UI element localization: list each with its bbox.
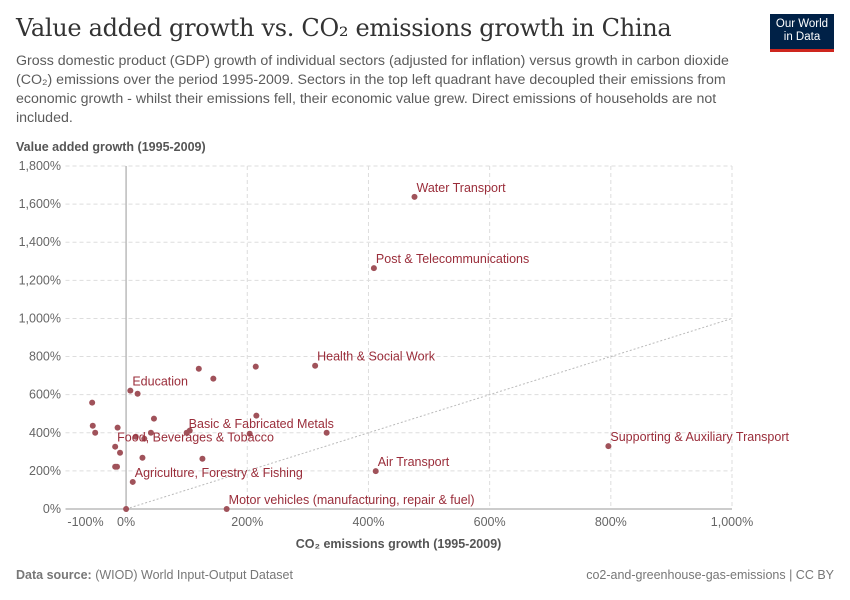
data-point — [89, 422, 96, 429]
point-label: Food, Beverages & Tobacco — [117, 431, 274, 445]
point-label: Basic & Fabricated Metals — [189, 417, 334, 431]
y-axis-label: Value added growth (1995-2009) — [16, 140, 206, 154]
x-tick-label: 400% — [352, 515, 384, 529]
chart-title: Value added growth vs. CO₂ emissions gro… — [16, 14, 672, 42]
data-point — [134, 390, 141, 397]
x-tick-label: 600% — [474, 515, 506, 529]
data-point — [210, 375, 217, 382]
y-tick-label: 800% — [29, 350, 61, 364]
point-label: Air Transport — [378, 455, 450, 469]
data-point — [141, 435, 148, 442]
data-point — [323, 429, 330, 436]
point-label: Post & Telecommunications — [376, 252, 529, 266]
data-point — [147, 429, 154, 436]
data-point — [132, 433, 139, 440]
point-label: Agriculture, Forestry & Fishing — [135, 466, 303, 480]
data-point — [89, 399, 96, 406]
data-point — [139, 454, 146, 461]
data-point — [92, 429, 99, 436]
y-tick-label: 1,600% — [19, 197, 61, 211]
y-tick-label: 600% — [29, 388, 61, 402]
data-source: Data source: (WIOD) World Input-Output D… — [16, 568, 293, 582]
y-tick-label: 1,400% — [19, 235, 61, 249]
data-point — [370, 265, 377, 272]
data-point — [114, 424, 121, 431]
data-point — [129, 478, 136, 485]
x-tick-label: 200% — [231, 515, 263, 529]
data-point — [117, 449, 124, 456]
y-tick-label: 0% — [43, 502, 61, 516]
data-point — [605, 443, 612, 450]
point-label: Education — [132, 375, 188, 389]
data-point — [195, 365, 202, 372]
data-point — [123, 506, 130, 512]
point-label: Supporting & Auxiliary Transport — [610, 430, 789, 444]
data-source-text[interactable]: (WIOD) World Input-Output Dataset — [95, 568, 293, 582]
y-tick-label: 400% — [29, 426, 61, 440]
chart-subtitle: Gross domestic product (GDP) growth of i… — [16, 53, 729, 126]
y-tick-label: 200% — [29, 464, 61, 478]
y-tick-label: 1,200% — [19, 273, 61, 287]
x-tick-label: 0% — [117, 515, 135, 529]
data-point — [246, 430, 253, 437]
data-point — [112, 443, 119, 450]
data-source-label: Data source: — [16, 568, 92, 582]
data-point — [411, 193, 418, 200]
footer-slug[interactable]: co2-and-greenhouse-gas-emissions | CC BY — [586, 568, 834, 582]
data-point — [253, 412, 260, 419]
data-point — [186, 427, 193, 434]
reference-line-y-equals-x — [125, 317, 733, 510]
point-label: Health & Social Work — [317, 350, 436, 364]
data-point — [312, 362, 319, 369]
data-point — [150, 415, 157, 422]
data-point — [372, 468, 379, 475]
data-point — [252, 363, 259, 370]
y-tick-label: 1,000% — [19, 311, 61, 325]
y-tick-label: 1,800% — [19, 159, 61, 173]
data-point — [127, 387, 134, 394]
x-tick-label: -100% — [67, 515, 103, 529]
x-axis-label: CO₂ emissions growth (1995-2009) — [295, 537, 502, 551]
data-point — [223, 506, 230, 512]
point-label: Water Transport — [417, 181, 507, 195]
owid-logo[interactable]: Our World in Data — [770, 14, 834, 52]
data-point — [199, 455, 206, 462]
point-label: Motor vehicles (manufacturing, repair & … — [229, 493, 475, 507]
x-tick-label: 1,000% — [711, 515, 753, 529]
data-point — [114, 463, 121, 470]
x-tick-label: 800% — [595, 515, 627, 529]
